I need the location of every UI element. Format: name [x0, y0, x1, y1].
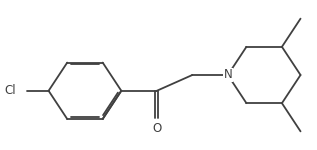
Text: O: O	[152, 122, 161, 135]
Text: Cl: Cl	[4, 84, 16, 97]
Text: N: N	[223, 69, 232, 81]
